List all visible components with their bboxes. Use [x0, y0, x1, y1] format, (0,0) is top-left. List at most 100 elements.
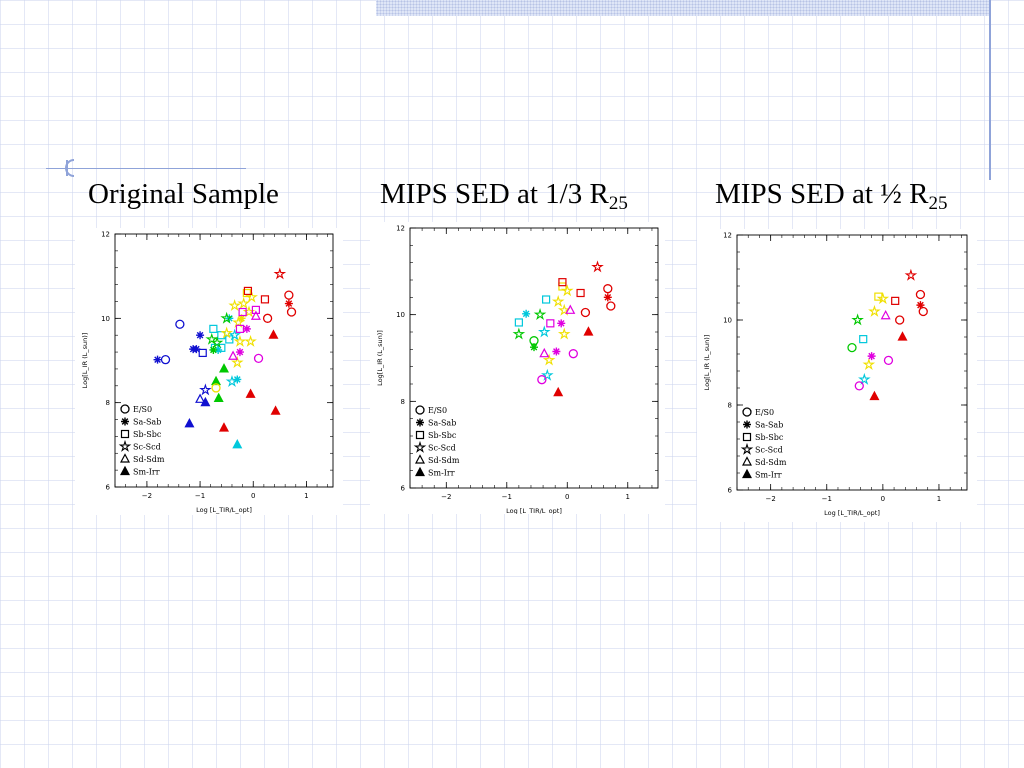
data-point-circle [211, 383, 221, 393]
y-tick-label: 10 [396, 311, 405, 319]
data-point-star [591, 260, 604, 273]
data-point-star [551, 295, 565, 308]
data-point-star [205, 332, 219, 345]
plot-frame [114, 233, 334, 488]
y-axis-label: Log[L_IR (L_sun)] [703, 335, 711, 391]
data-point-square [541, 295, 551, 304]
legend-label: Sc-Scd [428, 444, 456, 453]
legend-label: Sd-Sdm [755, 458, 787, 467]
y-tick-label: 8 [106, 399, 110, 407]
x-tick-label: −1 [502, 493, 512, 501]
x-tick-label: 1 [626, 493, 630, 501]
legend-marker-filled-triangle [415, 466, 425, 477]
data-point-circle [606, 301, 616, 311]
data-point-circle [918, 306, 928, 317]
legend-marker-triangle [120, 453, 130, 463]
legend-label: Sc-Scd [755, 446, 783, 455]
y-tick-label: 8 [728, 402, 732, 410]
data-point-triangle [195, 393, 206, 403]
y-axis-label: Log[L_IR (L_sun)] [81, 333, 89, 389]
data-point-square [546, 319, 555, 328]
data-point-asterisk [530, 343, 538, 352]
plot-frame [409, 227, 659, 489]
x-tick-label: −1 [822, 495, 832, 503]
y-tick-label: 12 [101, 231, 110, 239]
legend-label: Sd-Sdm [428, 456, 460, 465]
y-tick-label: 6 [728, 487, 733, 495]
data-point-triangle [228, 350, 239, 360]
legend-marker-triangle [742, 456, 752, 466]
legend-label: Sb-Sbc [133, 430, 162, 439]
data-point-ftriangle [897, 331, 908, 341]
data-point-ftriangle [232, 439, 243, 449]
legend-label: Sb-Sbc [755, 433, 784, 442]
data-point-asterisk [242, 324, 251, 333]
data-point-ftriangle [219, 422, 229, 432]
data-point-square [238, 307, 247, 317]
data-point-circle [854, 381, 864, 391]
data-point-square [260, 295, 270, 304]
panel-title-mips-third: MIPS SED at 1/3 R25 [380, 178, 628, 214]
data-point-circle [537, 375, 547, 385]
data-point-asterisk [196, 331, 205, 340]
data-point-asterisk [603, 293, 612, 302]
panel-title-original-sample: Original Sample [88, 178, 279, 210]
data-point-circle [847, 342, 857, 353]
legend-marker-circle [742, 407, 752, 417]
data-point-asterisk [209, 345, 218, 354]
legend-marker-asterisk [743, 420, 751, 429]
data-point-star [858, 372, 871, 385]
data-point-circle [568, 349, 578, 359]
data-point-star [232, 315, 245, 328]
legend-label: Sa-Sab [428, 419, 456, 428]
y-tick-label: 10 [723, 317, 732, 325]
data-point-circle [895, 315, 905, 325]
panel-title-mips-half: MIPS SED at ½ R25 [715, 178, 948, 214]
data-point-ftriangle [184, 417, 195, 428]
data-point-square [251, 305, 261, 315]
data-point-star [868, 304, 881, 317]
data-point-star [862, 358, 876, 370]
legend-marker-asterisk [416, 418, 424, 427]
data-point-ftriangle [869, 390, 880, 401]
data-point-star [220, 326, 233, 339]
data-point-circle [175, 319, 185, 329]
y-tick-label: 10 [101, 315, 110, 323]
data-point-star [273, 267, 287, 280]
data-point-star [533, 308, 547, 321]
data-points [153, 267, 297, 449]
data-point-square [235, 324, 245, 333]
decor-horizontal-line [46, 168, 246, 169]
y-tick-label: 12 [723, 232, 732, 240]
data-point-star [210, 336, 224, 349]
data-point-star [237, 296, 250, 309]
data-point-square [576, 288, 585, 298]
data-point-star [228, 328, 241, 341]
data-point-square [209, 324, 218, 333]
x-axis-label: Log [L_TIR/L_opt] [824, 509, 880, 517]
data-point-star [851, 313, 864, 326]
legend-label: Sm-Irr [133, 468, 160, 477]
legend-label: E/S0 [133, 405, 152, 414]
data-point-ftriangle [200, 396, 211, 407]
x-tick-label: −2 [142, 492, 152, 500]
legend-marker-filled-triangle [742, 468, 752, 479]
data-point-circle [262, 313, 273, 323]
scatter-plot-mips-third: −2 −1 0 1 6 8 10 12 Log [L_TIR/L_opt] Log[L_IR (L… [370, 222, 665, 514]
data-point-asterisk [192, 345, 201, 354]
data-point-ftriangle [553, 386, 564, 397]
y-axis-label: Log[L_IR (L_sun)] [376, 330, 384, 386]
x-tick-label: 0 [251, 492, 255, 500]
data-point-star [542, 353, 556, 366]
data-point-ftriangle [245, 388, 256, 398]
y-tick-label: 8 [401, 398, 405, 406]
data-point-circle [286, 307, 297, 317]
data-point-star [904, 268, 918, 281]
legend-label: Sb-Sbc [428, 431, 457, 440]
data-point-asterisk [552, 347, 561, 356]
y-tick-label: 12 [396, 225, 405, 233]
legend-label: Sa-Sab [755, 421, 783, 430]
data-point-circle [253, 353, 264, 364]
data-point-square [243, 286, 253, 296]
legend-label: Sc-Scd [133, 443, 161, 452]
